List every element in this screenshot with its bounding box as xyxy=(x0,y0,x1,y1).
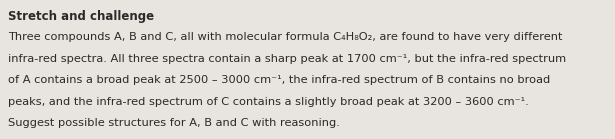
Text: of A contains a broad peak at 2500 – 3000 cm⁻¹, the infra-red spectrum of B cont: of A contains a broad peak at 2500 – 300… xyxy=(8,75,550,85)
Text: infra-red spectra. All three spectra contain a sharp peak at 1700 cm⁻¹, but the : infra-red spectra. All three spectra con… xyxy=(8,54,566,64)
Text: Stretch and challenge: Stretch and challenge xyxy=(8,10,154,23)
Text: peaks, and the infra-red spectrum of C contains a slightly broad peak at 3200 – : peaks, and the infra-red spectrum of C c… xyxy=(8,97,529,107)
Text: Suggest possible structures for A, B and C with reasoning.: Suggest possible structures for A, B and… xyxy=(8,118,340,128)
Text: Three compounds A, B and C, all with molecular formula C₄H₈O₂, are found to have: Three compounds A, B and C, all with mol… xyxy=(8,32,563,42)
